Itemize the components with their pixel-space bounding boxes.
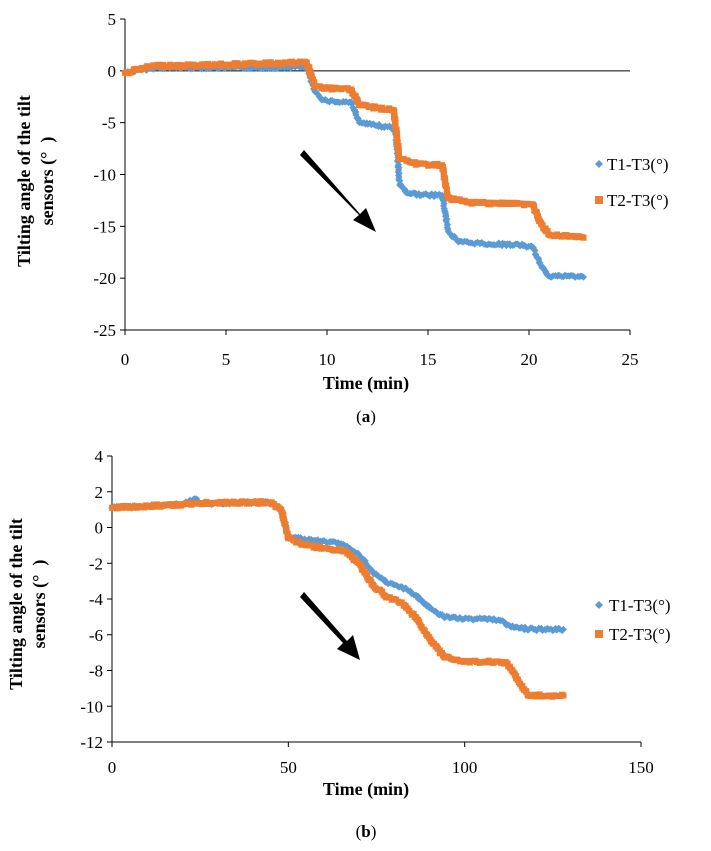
chart-a-legend-item-t1: T1-T3(°) [595, 155, 669, 174]
y-tick-label: 2 [95, 483, 104, 502]
x-tick-label: 5 [222, 350, 231, 369]
y-tick-label: -10 [80, 697, 103, 716]
data-point [580, 273, 588, 281]
y-tick-label: -10 [93, 166, 116, 185]
chart-a: 5 0 -5 -10 -15 -20 -25 0 5 10 15 20 25 Time (min) Ti… [14, 10, 669, 426]
x-tick-label: 0 [108, 758, 117, 777]
chart-a-xlabel: Time (min) [323, 373, 409, 394]
chart-b-legend-label-t1: T1-T3(°) [609, 596, 671, 615]
data-point [559, 625, 567, 633]
y-tick-label: -8 [89, 662, 103, 681]
chart-a-series [121, 58, 588, 281]
chart-b-tick-labels: 4 2 0 -2 -4 -6 -8 -10 -12 0 50 100 150 [80, 447, 653, 777]
chart-b-legend: T1-T3(°) T2-T3(°) [595, 596, 671, 644]
data-point-fill [394, 136, 401, 143]
chart-a-legend: T1-T3(°) T2-T3(°) [595, 155, 669, 210]
data-point-fill [282, 521, 289, 528]
chart-b: 4 2 0 -2 -4 -6 -8 -10 -12 0 50 100 150 Time (min) Ti… [6, 447, 671, 841]
y-tick-label: -20 [93, 269, 116, 288]
y-tick-label: -15 [93, 217, 116, 236]
chart-a-caption-letter: a [362, 407, 371, 426]
y-tick-label: -2 [89, 554, 103, 573]
y-tick-label: -6 [89, 626, 103, 645]
data-point-fill [533, 209, 540, 216]
y-tick-label: -12 [80, 733, 103, 752]
data-point-fill [544, 227, 551, 234]
chart-b-trend-arrow [300, 592, 360, 660]
data-point-fill [416, 619, 423, 626]
chart-b-ylabel-line2: sensors (° ) [29, 560, 50, 649]
y-tick-label: -5 [102, 114, 116, 133]
chart-a-trend-arrow [300, 150, 376, 232]
chart-b-legend-item-t1: T1-T3(°) [595, 596, 671, 615]
chart-a-legend-label-t1: T1-T3(°) [607, 155, 669, 174]
legend-diamond-marker-icon [595, 160, 603, 168]
x-tick-label: 20 [521, 350, 538, 369]
y-tick-label: 0 [95, 519, 104, 538]
chart-b-legend-label-t2: T2-T3(°) [609, 625, 671, 644]
y-tick-label: 5 [108, 10, 117, 29]
data-point-fill [311, 79, 318, 86]
data-point-fill [531, 204, 538, 211]
x-tick-label: 150 [628, 758, 654, 777]
series-t2 [109, 498, 567, 700]
chart-b-series [108, 495, 567, 700]
data-point-fill [421, 628, 428, 635]
chart-a-ylabel-line2: sensors (° ) [37, 137, 58, 226]
x-tick-label: 100 [452, 758, 478, 777]
y-tick-label: 0 [108, 62, 117, 81]
data-point-fill [504, 660, 511, 667]
series-t1 [108, 495, 567, 635]
chart-b-caption-letter: b [361, 822, 370, 841]
data-point-fill [442, 183, 449, 190]
x-tick-label: 25 [622, 350, 639, 369]
chart-b-legend-item-t2: T2-T3(°) [595, 625, 671, 644]
data-point-fill [395, 152, 402, 159]
data-point [580, 234, 587, 241]
chart-b-xlabel: Time (min) [323, 779, 409, 800]
data-point-fill [280, 512, 287, 519]
x-tick-label: 0 [121, 350, 130, 369]
x-tick-label: 15 [420, 350, 437, 369]
y-tick-label: 4 [95, 447, 104, 466]
data-point-fill [539, 222, 546, 229]
chart-a-ylabel-line1: Tilting angle of the tilt [14, 95, 34, 267]
y-tick-label: -4 [89, 590, 104, 609]
x-tick-label: 50 [280, 758, 297, 777]
chart-b-ylabel-line1: Tilting angle of the tilt [6, 518, 26, 690]
chart-a-legend-label-t2: T2-T3(°) [607, 191, 669, 210]
x-tick-label: 10 [319, 350, 336, 369]
y-tick-label: -25 [93, 321, 116, 340]
data-point-fill [392, 116, 399, 123]
data-point [560, 692, 567, 699]
chart-a-tick-labels: 5 0 -5 -10 -15 -20 -25 0 5 10 15 20 25 [93, 10, 638, 369]
series-t2 [122, 58, 587, 241]
data-point-fill [440, 171, 447, 178]
legend-diamond-marker-icon [595, 601, 603, 609]
legend-square-marker-icon [595, 196, 603, 204]
data-point-fill [306, 64, 313, 71]
legend-square-marker-icon [595, 630, 603, 638]
chart-a-legend-item-t2: T2-T3(°) [595, 191, 669, 210]
chart-a-caption: (a) [356, 407, 376, 426]
chart-b-caption: (b) [356, 822, 377, 841]
chart-b-axes [107, 455, 642, 747]
